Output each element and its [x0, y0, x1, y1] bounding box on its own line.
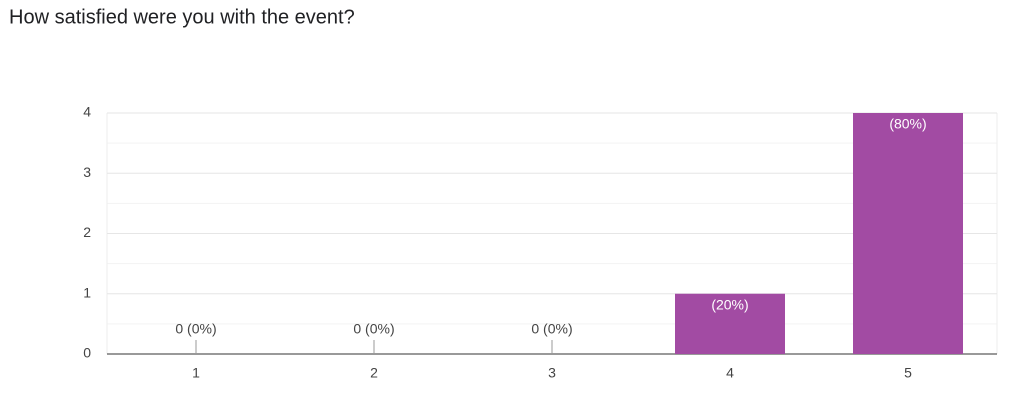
y-tick-label: 3 [83, 164, 91, 180]
x-tick-label: 4 [726, 365, 734, 381]
data-label: (20%) [711, 296, 748, 312]
y-tick-label: 2 [83, 224, 91, 240]
chart-title: How satisfied were you with the event? [9, 6, 355, 28]
data-label: 0 (0%) [531, 321, 572, 337]
data-label: 0 (0%) [175, 321, 216, 337]
x-tick-label: 2 [370, 365, 378, 381]
x-tick-label: 5 [904, 365, 912, 381]
x-tick-label: 3 [548, 365, 556, 381]
data-label: 0 (0%) [353, 321, 394, 337]
bar [853, 113, 963, 354]
bar [675, 293, 785, 354]
data-label: (80%) [889, 116, 926, 132]
y-tick-label: 1 [83, 284, 91, 300]
x-tick-label: 1 [192, 365, 200, 381]
y-tick-label: 4 [83, 104, 91, 120]
y-tick-label: 0 [83, 345, 91, 361]
